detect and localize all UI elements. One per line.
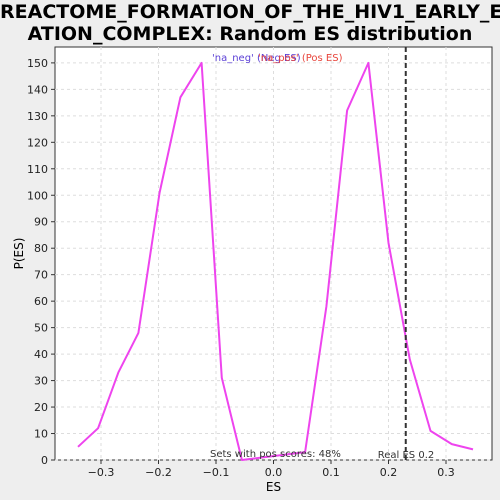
x-tick-label: −0.2 — [145, 466, 172, 479]
chart-title-line-2: ATION_COMPLEX: Random ES distribution — [27, 23, 473, 45]
x-tick-label: 0.0 — [265, 466, 283, 479]
y-tick-label: 50 — [34, 322, 48, 335]
y-tick-label: 130 — [27, 110, 48, 123]
y-tick-label: 20 — [34, 401, 48, 414]
x-tick-label: 0.2 — [380, 466, 398, 479]
y-tick-label: 70 — [34, 269, 48, 282]
x-axis-label: ES — [266, 480, 281, 494]
y-tick-label: 10 — [34, 428, 48, 441]
y-axis-label: P(ES) — [12, 238, 26, 270]
es-distribution-line — [77, 61, 474, 461]
pos-scores-annotation: Sets with pos scores: 48% — [210, 449, 341, 460]
y-tick-label: 120 — [27, 136, 48, 149]
axes — [51, 62, 447, 464]
y-tick-label: 140 — [27, 83, 48, 96]
y-tick-label: 150 — [27, 57, 48, 70]
y-tick-label: 60 — [34, 295, 48, 308]
y-tick-label: 0 — [41, 454, 48, 467]
legend-entry: 'na_neg' (Neg ES) — [212, 53, 301, 64]
x-tick-label: 0.1 — [322, 466, 340, 479]
y-tick-label: 80 — [34, 242, 48, 255]
y-tick-label: 110 — [27, 163, 48, 176]
series-layer — [77, 61, 474, 461]
y-tick-label: 30 — [34, 375, 48, 388]
x-tick-label: −0.3 — [88, 466, 115, 479]
chart-title-line-1: REACTOME_FORMATION_OF_THE_HIV1_EARLY_ELO… — [0, 1, 500, 23]
y-tick-label: 90 — [34, 216, 48, 229]
real-es-label: Real ES 0.2 — [378, 450, 434, 461]
legend-entry: 'na_pos' (Pos ES) — [258, 53, 343, 64]
x-tick-label: −0.1 — [203, 466, 230, 479]
y-tick-label: 100 — [27, 189, 48, 202]
chart-text-layer: 0 10 20 30 40 50 60 70 80 90 100 110 120 130 140 150 −0.… — [12, 53, 455, 494]
y-tick-label: 40 — [34, 348, 48, 361]
x-tick-label: 0.3 — [437, 466, 455, 479]
